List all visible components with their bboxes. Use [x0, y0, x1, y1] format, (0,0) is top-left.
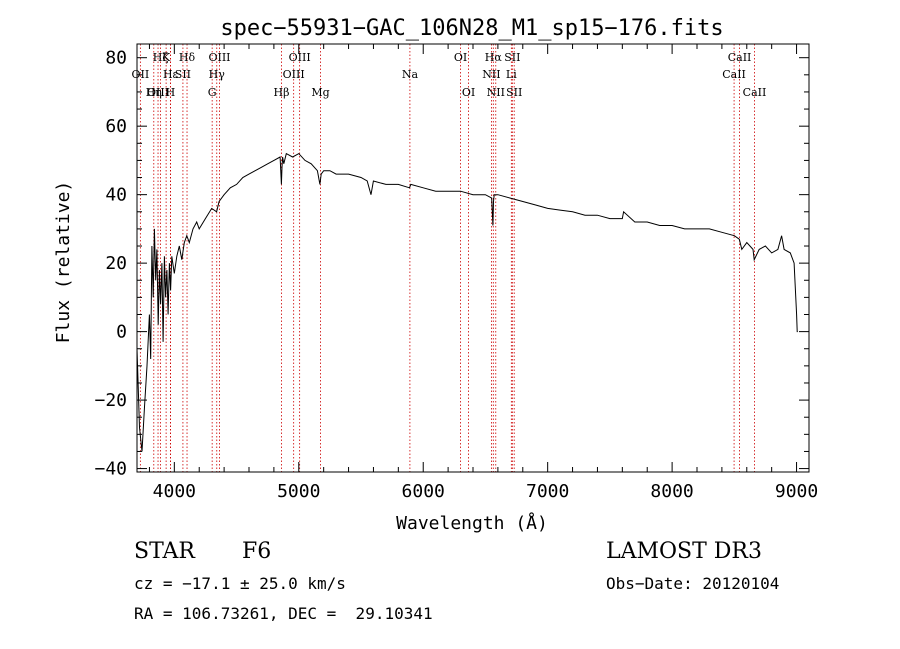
- line-label: Na: [402, 68, 419, 81]
- x-tick-label: 5000: [277, 481, 320, 502]
- redshift-cz: cz = −17.1 ± 25.0 km/s: [134, 574, 346, 593]
- object-class: STAR: [134, 539, 195, 564]
- plot-frame: [136, 43, 810, 473]
- line-label: OI: [462, 86, 475, 99]
- line-label: G: [208, 86, 217, 99]
- line-markers: [139, 44, 755, 472]
- line-label: H: [166, 86, 176, 99]
- chart-title: spec−55931−GAC_106N28_M1_sp15−176.fits: [220, 16, 723, 41]
- line-label: Hε: [163, 68, 179, 81]
- x-axis: 4000 5000 6000 7000 8000 9000: [148, 44, 818, 502]
- x-tick-label: 4000: [153, 481, 196, 502]
- x-tick-label: 7000: [526, 481, 569, 502]
- line-label: Mg: [311, 86, 329, 99]
- line-label: OIII: [147, 86, 169, 99]
- y-tick-label: 40: [105, 185, 127, 206]
- line-label: Hη: [146, 86, 162, 99]
- line-label: K: [162, 51, 171, 64]
- coordinates: RA = 106.73261, DEC = 29.10341: [134, 604, 433, 623]
- line-label: Hδ: [179, 51, 196, 64]
- y-tick-label: −20: [94, 390, 127, 411]
- line-label: Hγ: [209, 68, 226, 81]
- y-axis: −40 −20 0 20 40 60 80: [94, 48, 809, 480]
- line-label: Hα: [485, 51, 503, 64]
- line-label: NII: [482, 68, 500, 81]
- y-tick-label: 0: [116, 322, 127, 343]
- spectrum-chart: spec−55931−GAC_106N28_M1_sp15−176.fits H…: [53, 16, 818, 534]
- line-label: CaII: [728, 51, 752, 64]
- y-tick-label: −40: [94, 459, 127, 480]
- line-label: OIII: [208, 51, 230, 64]
- line-label: OI: [454, 51, 467, 64]
- x-tick-label: 9000: [775, 481, 818, 502]
- line-label: Hζ: [153, 51, 169, 64]
- line-label: NII: [487, 86, 505, 99]
- line-label: CaII: [722, 68, 746, 81]
- spectrum-line: [136, 152, 798, 452]
- line-label: Hβ: [274, 86, 290, 99]
- line-label: Li: [506, 68, 517, 81]
- line-label: CaII: [743, 86, 767, 99]
- x-axis-label: Wavelength (Å): [396, 512, 548, 534]
- survey-name: LAMOST DR3: [606, 539, 762, 564]
- y-tick-label: 60: [105, 116, 127, 137]
- observation-date: Obs−Date: 20120104: [606, 574, 780, 593]
- y-tick-label: 20: [105, 253, 127, 274]
- object-subclass: F6: [242, 539, 272, 564]
- y-axis-label: Flux (relative): [53, 181, 74, 344]
- line-label: OIII: [283, 68, 305, 81]
- line-label: SII: [504, 51, 520, 64]
- y-tick-label: 80: [105, 48, 127, 69]
- line-label: SII: [175, 68, 191, 81]
- x-tick-label: 8000: [650, 481, 693, 502]
- line-label: OIII: [289, 51, 311, 64]
- line-label: SII: [506, 86, 522, 99]
- x-tick-label: 6000: [402, 481, 445, 502]
